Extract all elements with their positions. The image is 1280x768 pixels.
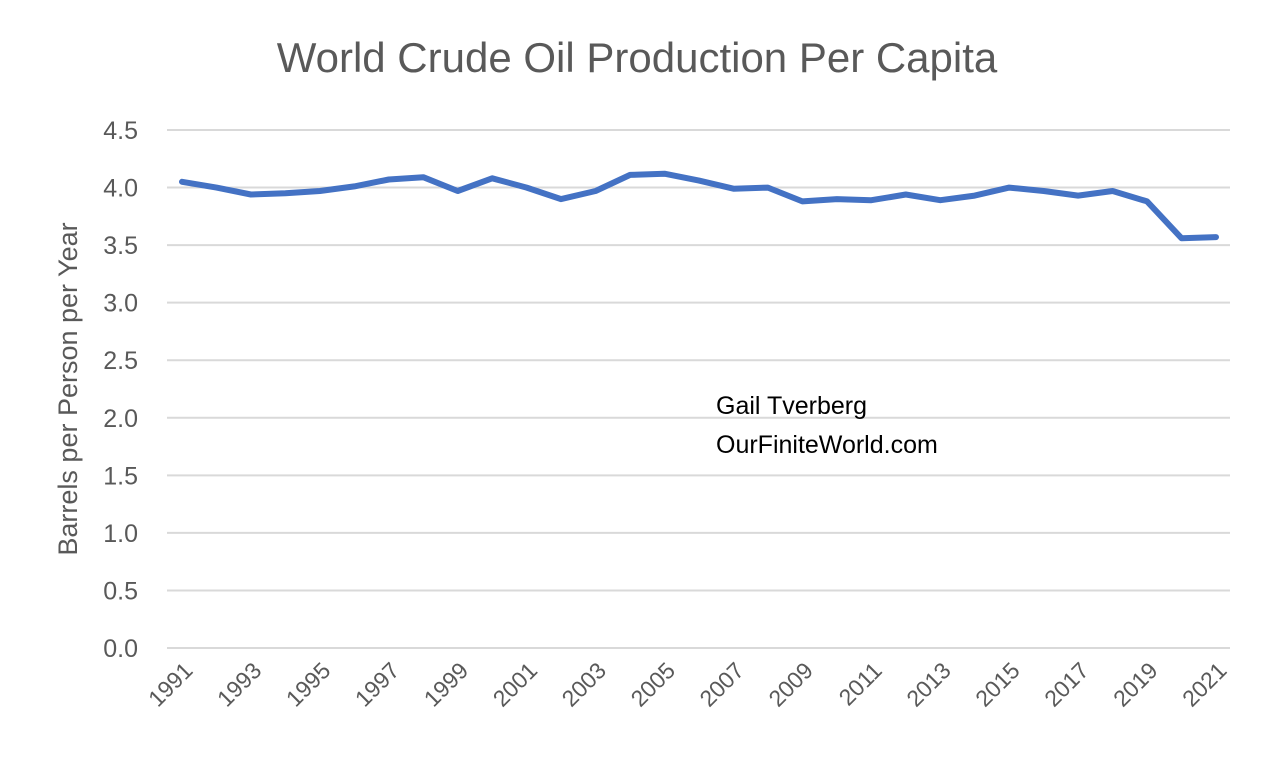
gridlines	[167, 129, 1230, 649]
x-tick-label: 2009	[763, 657, 818, 712]
y-tick-label: 2.5	[103, 347, 138, 375]
y-tick-label: 4.5	[103, 117, 138, 145]
y-tick-label: 4.0	[103, 175, 138, 203]
x-tick-label: 2017	[1039, 657, 1094, 712]
x-tick-label: 1999	[419, 657, 474, 712]
y-tick-label: 1.5	[103, 462, 138, 490]
y-tick-label: 2.0	[103, 405, 138, 433]
x-tick-label: 2015	[970, 657, 1025, 712]
y-tick-label: 0.0	[103, 635, 138, 663]
y-tick-label: 3.0	[103, 290, 138, 318]
x-tick-label: 2011	[834, 657, 887, 710]
x-tick-label: 1997	[350, 657, 405, 712]
x-tick-label: 2005	[626, 657, 681, 712]
x-tick-label: 2019	[1108, 657, 1163, 712]
chart-title: World Crude Oil Production Per Capita	[277, 34, 998, 81]
series-line	[179, 170, 1219, 242]
y-axis-title: Barrels per Person per Year	[53, 222, 83, 555]
y-tick-label: 1.0	[103, 520, 138, 548]
x-tick-label: 1993	[212, 657, 267, 712]
annotation-author: Gail Tverberg	[716, 392, 867, 420]
series-layer	[179, 170, 1219, 242]
x-tick-label: 1991	[143, 657, 198, 712]
x-tick-label: 2013	[901, 657, 956, 712]
x-tick-label: 2001	[488, 657, 543, 712]
y-axis-tick-labels: 0.0 0.5 1.0 1.5 2.0 2.5 3.0 3.5 4.0 4.5	[103, 117, 138, 663]
x-axis-tick-labels: 1991 1993 1995 1997 1999 2001 2003 2005 2007 2009…	[143, 657, 1232, 712]
annotation-website: OurFiniteWorld.com	[716, 431, 938, 459]
x-tick-label: 2021	[1177, 657, 1232, 712]
x-tick-label: 2007	[694, 657, 749, 712]
x-tick-label: 1995	[281, 657, 336, 712]
x-tick-label: 2003	[557, 657, 612, 712]
y-tick-label: 3.5	[103, 232, 138, 260]
y-tick-label: 0.5	[103, 577, 138, 605]
